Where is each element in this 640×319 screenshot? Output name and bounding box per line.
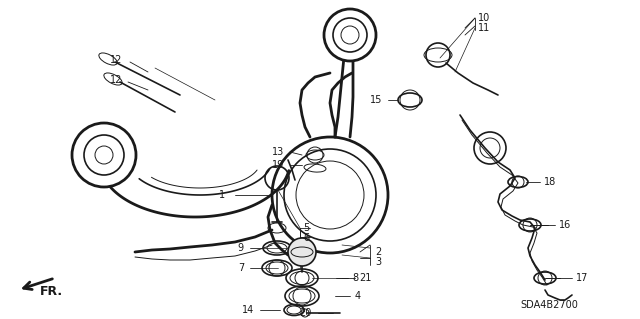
Text: 19: 19 <box>272 160 284 170</box>
Text: 11: 11 <box>478 23 490 33</box>
Text: 12: 12 <box>109 75 122 85</box>
Text: 3: 3 <box>375 257 381 267</box>
Text: 21: 21 <box>359 273 371 283</box>
Text: 7: 7 <box>237 263 244 273</box>
Text: 15: 15 <box>370 95 382 105</box>
Text: 17: 17 <box>576 273 588 283</box>
Text: 13: 13 <box>272 147 284 157</box>
Text: 14: 14 <box>242 305 254 315</box>
Text: FR.: FR. <box>40 285 63 298</box>
Text: 8: 8 <box>352 273 358 283</box>
Text: 4: 4 <box>355 291 361 301</box>
Text: 6: 6 <box>303 233 309 243</box>
Text: 16: 16 <box>559 220 572 230</box>
Text: 10: 10 <box>478 13 490 23</box>
Text: 9: 9 <box>238 243 244 253</box>
Text: 5: 5 <box>303 223 309 233</box>
Text: 12: 12 <box>109 55 122 65</box>
Text: 18: 18 <box>544 177 556 187</box>
Text: 2: 2 <box>375 247 381 257</box>
Text: SDA4B2700: SDA4B2700 <box>520 300 578 310</box>
Text: 20: 20 <box>300 308 312 318</box>
Circle shape <box>72 123 136 187</box>
Text: 1: 1 <box>219 190 225 200</box>
Circle shape <box>288 238 316 266</box>
Circle shape <box>324 9 376 61</box>
